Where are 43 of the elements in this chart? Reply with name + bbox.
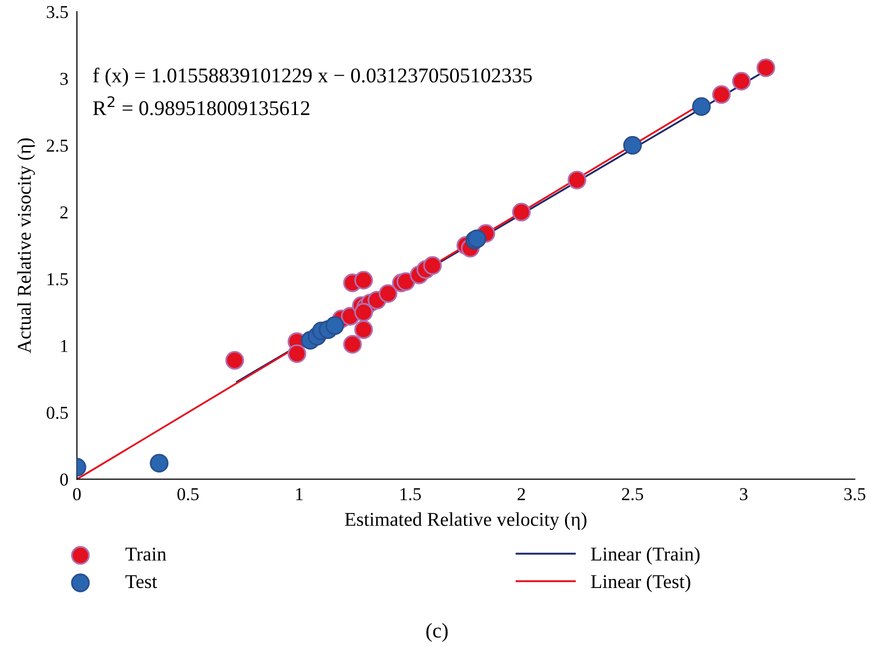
point: [343, 334, 362, 354]
point: [225, 351, 244, 370]
x-axis-title: Estimated Relative velocity (η): [344, 512, 586, 530]
point: [378, 284, 398, 303]
point: [732, 72, 751, 91]
y-tick-label: 1: [61, 340, 68, 352]
y-tick-label: 2: [60, 206, 68, 218]
x-tick-label: 0.5: [177, 488, 199, 500]
x-tick-label: 1.5: [400, 488, 421, 500]
x-tick-label: 3: [740, 488, 748, 500]
point: [150, 454, 168, 473]
point: [354, 270, 373, 290]
point: [423, 256, 442, 275]
point: [288, 344, 306, 364]
annotation: f (x) = 1.01558839101229 x − 0.0312370505102335: [93, 68, 532, 87]
x-tick-label: 3.5: [844, 488, 866, 500]
y-tick-label: 0: [60, 473, 68, 486]
point: [354, 320, 373, 339]
point: [325, 316, 344, 335]
legend-label: Train: [125, 548, 166, 561]
point: [623, 136, 642, 155]
point: [396, 272, 416, 291]
point: [512, 202, 531, 222]
y-tick-label: 2.5: [46, 140, 68, 152]
point: [712, 85, 731, 104]
point: [692, 97, 711, 116]
x-tick-label: 2.5: [622, 488, 644, 500]
text: (c): [426, 622, 448, 642]
legend-label: Linear (Train): [590, 547, 700, 565]
y-tick-label: 3: [60, 72, 68, 85]
legend-label: Test: [125, 575, 158, 588]
y-tick-label: 0.5: [46, 406, 68, 419]
x-tick-label: 0: [73, 488, 81, 500]
x-tick-label: 2: [518, 488, 525, 500]
legend-label: Linear (Test): [590, 574, 690, 592]
point: [756, 58, 776, 78]
y-tick-label: 3.5: [46, 6, 68, 18]
point: [354, 302, 373, 322]
y-axis-title: Actual Relative visocity (η): [17, 138, 35, 354]
annotation: R$^{2}$ = 0.989518009135612: [93, 96, 310, 116]
y-tick-label: 1.5: [48, 273, 68, 286]
point: [568, 170, 586, 190]
x-tick-label: 1: [296, 488, 303, 500]
